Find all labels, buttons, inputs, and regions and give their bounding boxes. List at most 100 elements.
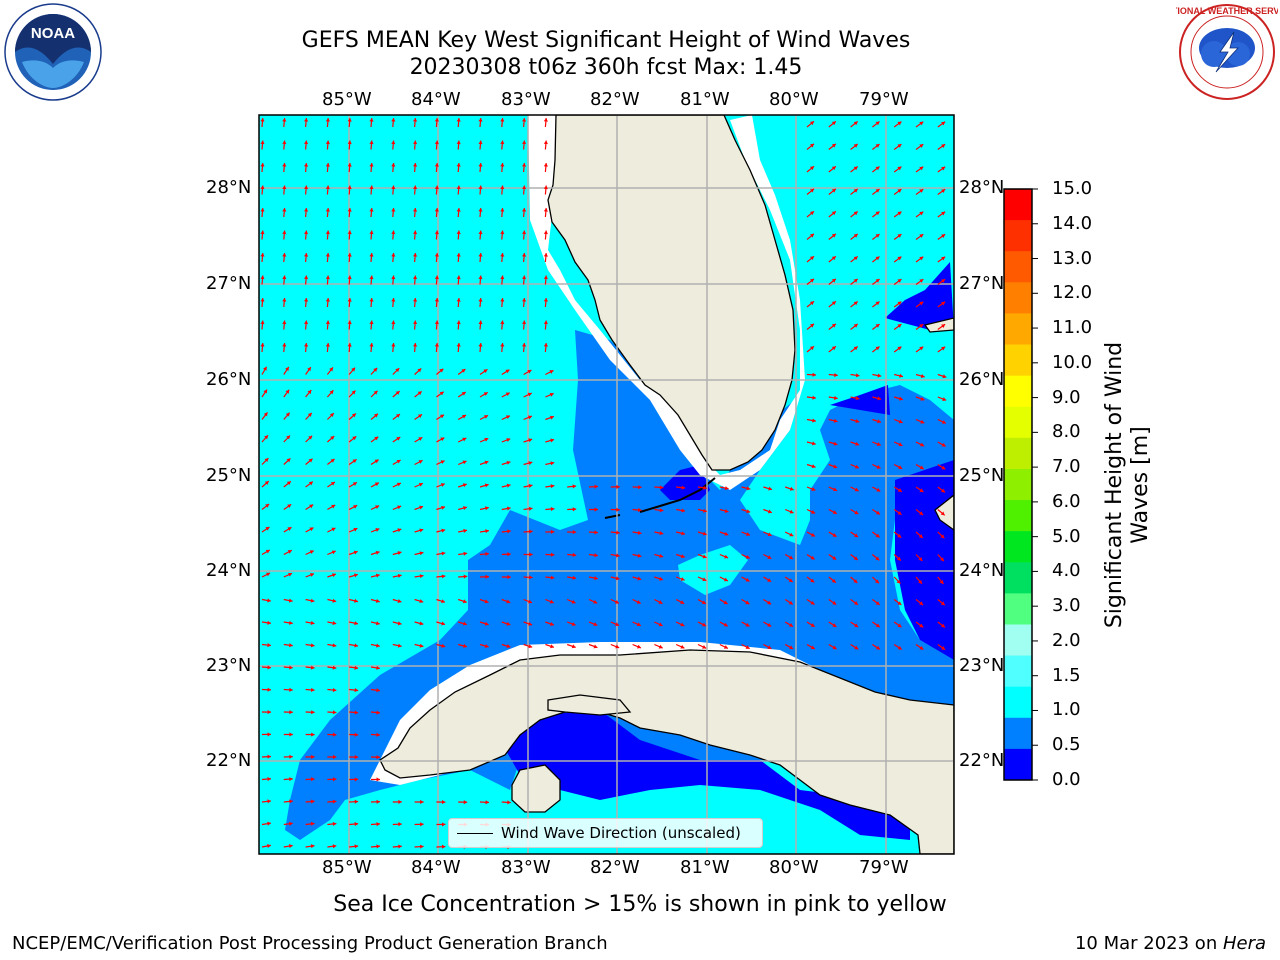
wave-direction-arrowhead	[659, 485, 664, 490]
colorbar-tick-label: 8.0	[1052, 421, 1081, 443]
wave-direction-arrowhead	[636, 600, 641, 604]
wave-direction-arrowhead	[332, 598, 337, 603]
lon-label-top: 82°W	[590, 89, 640, 110]
wave-direction-arrowhead	[875, 121, 880, 126]
wave-direction-arrowhead	[441, 621, 446, 626]
wave-direction-arrowhead	[325, 208, 330, 212]
wave-direction-arrowhead	[659, 553, 664, 558]
wave-direction-arrowhead	[940, 601, 945, 606]
wave-direction-arrowhead	[354, 688, 359, 693]
wave-direction-arrowhead	[369, 298, 374, 302]
wave-direction-arrowhead	[267, 620, 271, 625]
wave-direction-arrowhead	[310, 573, 314, 577]
lon-label-bottom: 80°W	[769, 857, 819, 878]
wave-direction-arrowhead	[681, 508, 686, 513]
wave-direction-arrowhead	[500, 140, 505, 145]
wave-direction-arrowhead	[441, 643, 446, 648]
wave-direction-arrowhead	[288, 620, 293, 625]
wave-direction-arrowhead	[347, 208, 352, 212]
wave-direction-arrowhead	[941, 442, 946, 447]
wave-direction-arrowhead	[876, 465, 881, 469]
wave-direction-arrowhead	[831, 233, 836, 238]
wave-direction-arrowhead	[413, 275, 418, 280]
wave-direction-arrowhead	[919, 256, 924, 261]
wave-direction-arrowhead	[285, 366, 289, 371]
wave-direction-arrowhead	[875, 144, 880, 148]
wave-direction-arrowhead	[287, 504, 292, 508]
wave-direction-arrowhead	[522, 275, 527, 280]
wave-direction-arrowhead	[267, 754, 271, 759]
wave-direction-arrowhead	[941, 420, 946, 424]
wave-direction-arrowhead	[456, 118, 461, 122]
colorbar-tick-label: 3.0	[1052, 595, 1081, 617]
wave-direction-arrowhead	[461, 392, 466, 396]
wave-direction-arrowhead	[505, 392, 510, 397]
wave-direction-arrowhead	[522, 118, 527, 122]
wave-direction-arrowhead	[594, 576, 598, 581]
wave-direction-arrowhead	[441, 822, 446, 827]
wave-direction-arrowhead	[310, 687, 315, 692]
wave-direction-arrowhead	[789, 645, 794, 649]
wave-direction-arrowhead	[267, 776, 271, 782]
colorbar-segment	[1004, 406, 1032, 439]
wave-direction-arrowhead	[434, 298, 439, 302]
wave-direction-arrowhead	[500, 298, 505, 302]
wave-direction-arrowhead	[485, 529, 489, 534]
wave-direction-arrowhead	[376, 777, 380, 782]
wave-direction-arrowhead	[919, 234, 924, 238]
wave-direction-arrowhead	[484, 415, 489, 419]
wave-direction-arrowhead	[897, 211, 902, 216]
wave-direction-arrowhead	[702, 622, 707, 627]
wave-direction-arrowhead	[919, 301, 924, 306]
wave-direction-arrowhead	[941, 144, 946, 148]
wave-direction-arrowhead	[456, 275, 461, 280]
wave-direction-arrowhead	[853, 323, 858, 328]
wave-direction-arrowhead	[265, 526, 270, 531]
wave-direction-arrowhead	[571, 599, 576, 604]
wave-direction-arrowhead	[506, 644, 511, 649]
wave-direction-arrowhead	[369, 253, 374, 257]
land-cuba-south	[547, 694, 632, 716]
wave-direction-arrowhead	[419, 621, 424, 626]
wave-direction-arrowhead	[500, 320, 505, 325]
wave-direction-arrowhead	[767, 578, 772, 582]
wave-direction-arrowhead	[374, 436, 379, 441]
wave-direction-arrowhead	[810, 278, 814, 283]
wave-direction-arrowhead	[420, 822, 424, 827]
wave-direction-arrowhead	[353, 505, 358, 509]
wave-direction-arrowhead	[420, 844, 424, 849]
map-legend: Wind Wave Direction (unscaled)	[448, 818, 763, 848]
wave-direction-arrowhead	[282, 230, 287, 235]
wave-direction-arrowhead	[352, 459, 357, 464]
wave-direction-arrowhead	[723, 645, 728, 649]
wave-direction-arrowhead	[331, 504, 336, 509]
wave-direction-arrowhead	[289, 643, 293, 648]
wave-direction-arrowhead	[282, 140, 287, 145]
wave-direction-arrowhead	[325, 275, 330, 280]
wave-direction-arrowhead	[369, 140, 374, 145]
wave-direction-arrowhead	[352, 436, 357, 441]
wave-direction-arrowhead	[418, 460, 423, 464]
wave-direction-arrowhead	[833, 395, 838, 400]
wave-direction-arrowhead	[615, 553, 620, 558]
wave-direction-arrowhead	[723, 600, 728, 605]
wave-direction-arrowhead	[615, 622, 620, 627]
lon-label-top: 85°W	[322, 89, 372, 110]
wave-direction-arrowhead	[875, 346, 880, 351]
wave-direction-arrowhead	[347, 253, 352, 257]
wave-direction-arrowhead	[746, 532, 750, 536]
wave-direction-arrowhead	[788, 600, 793, 605]
wave-direction-arrowhead	[701, 600, 706, 604]
wave-direction-arrowhead	[767, 509, 772, 514]
wave-direction-arrowhead	[310, 821, 315, 826]
lat-label-left: 23°N	[206, 655, 252, 676]
wave-direction-arrowhead	[615, 644, 620, 649]
wave-direction-arrowhead	[528, 599, 532, 604]
wave-direction-arrowhead	[940, 511, 945, 516]
wave-direction-arrowhead	[307, 390, 312, 394]
wave-direction-arrowhead	[265, 549, 270, 554]
wave-direction-arrowhead	[484, 437, 489, 442]
wave-direction-arrowhead	[855, 373, 860, 378]
wave-direction-arrowhead	[919, 511, 924, 516]
wave-direction-arrowhead	[745, 645, 750, 649]
